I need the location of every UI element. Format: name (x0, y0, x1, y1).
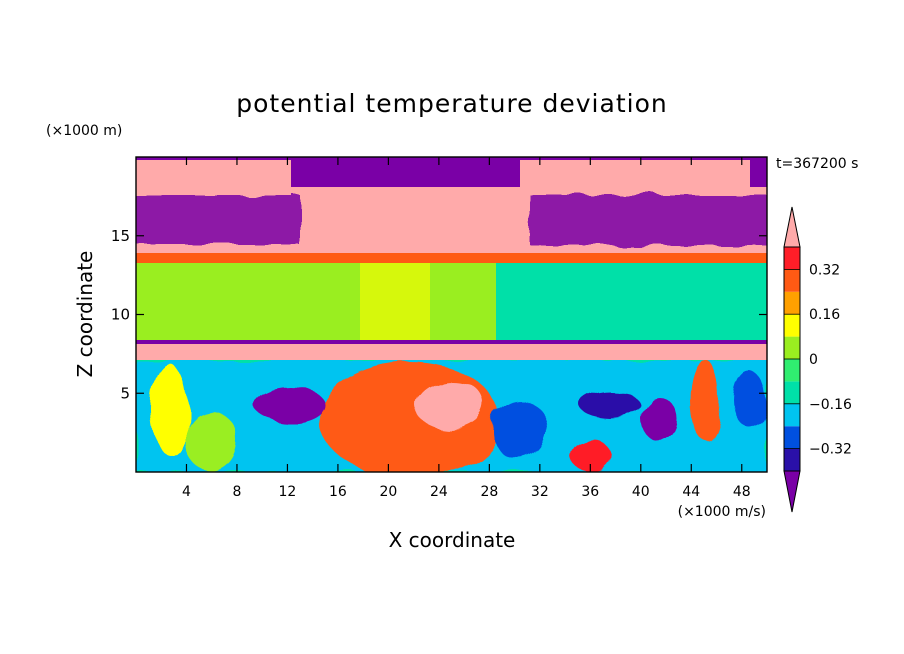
layer-upper-edge (136, 253, 767, 263)
blob-warm-core (415, 380, 485, 430)
lower-convective-blobs (136, 360, 767, 472)
time-label: t=367200 s (776, 156, 858, 172)
colorbar-segment (784, 291, 800, 315)
blob-warm-right (690, 360, 720, 440)
y-tick-label: 10 (111, 306, 130, 324)
plot-area (136, 157, 767, 472)
y-tick-label: 15 (111, 227, 130, 245)
x-tick-label: 20 (379, 484, 397, 500)
colorbar-tick-label: 0 (809, 352, 818, 368)
colorbar-segment (784, 448, 800, 471)
blob-red-a (570, 439, 610, 471)
colorbar-segment (784, 403, 800, 427)
y-unit-label: (×1000 m) (46, 123, 122, 139)
y-axis-label: Z coordinate (73, 251, 97, 378)
layer-top-warm-left (136, 160, 291, 195)
colorbar-segment (784, 359, 800, 382)
colorbar: 0.32 0.16 0 −0.16 −0.32 (783, 206, 852, 513)
x-tick-label: 44 (682, 484, 700, 500)
x-tick-label: 12 (279, 484, 297, 500)
x-tick-label: 48 (733, 484, 751, 500)
colorbar-extend-low (783, 470, 801, 513)
x-tick-label: 36 (581, 484, 599, 500)
x-axis: 4 8 12 16 20 24 28 32 36 40 44 48 (182, 157, 751, 500)
x-tick-label: 16 (329, 484, 347, 500)
x-axis-label: X coordinate (389, 528, 516, 552)
colorbar-tick-label: 0.32 (809, 262, 840, 278)
layer-upper-warm-center (300, 190, 530, 245)
layer-inversion-dark (136, 340, 767, 344)
colorbar-tick-label: −0.16 (809, 397, 852, 413)
colorbar-extend-high (783, 206, 801, 248)
blob-purple-b (642, 398, 678, 442)
colorbar-segment (784, 426, 800, 449)
blob-blue-right (492, 400, 548, 460)
layer-top-warm-right (520, 160, 750, 188)
x-tick-label: 8 (232, 484, 241, 500)
colorbar-segment (784, 336, 800, 359)
blob-cold-left (255, 387, 325, 423)
x-tick-label: 32 (531, 484, 549, 500)
blob-warm-left (152, 365, 188, 455)
x-unit-label: (×1000 m/s) (678, 504, 766, 520)
blob-cold-right (580, 391, 640, 419)
x-tick-label: 40 (632, 484, 650, 500)
colorbar-segment (784, 247, 800, 270)
colorbar-tick-label: 0.16 (809, 307, 840, 323)
y-axis: 5 10 15 (111, 227, 767, 402)
colorbar-segment (784, 269, 800, 292)
x-tick-label: 4 (182, 484, 191, 500)
colorbar-segment (784, 381, 800, 404)
colorbar-tick-label: −0.32 (809, 442, 852, 458)
y-tick-label: 5 (120, 384, 130, 402)
x-tick-label: 24 (430, 484, 448, 500)
layer-mid-green (136, 263, 496, 340)
layer-inversion-warm (136, 340, 767, 360)
blob-green-a (184, 410, 236, 470)
x-tick-label: 28 (480, 484, 498, 500)
blob-blue-c (734, 372, 766, 428)
chart-title: potential temperature deviation (236, 89, 667, 118)
colorbar-segment (784, 314, 800, 337)
layer-mid-yellow (360, 263, 430, 340)
